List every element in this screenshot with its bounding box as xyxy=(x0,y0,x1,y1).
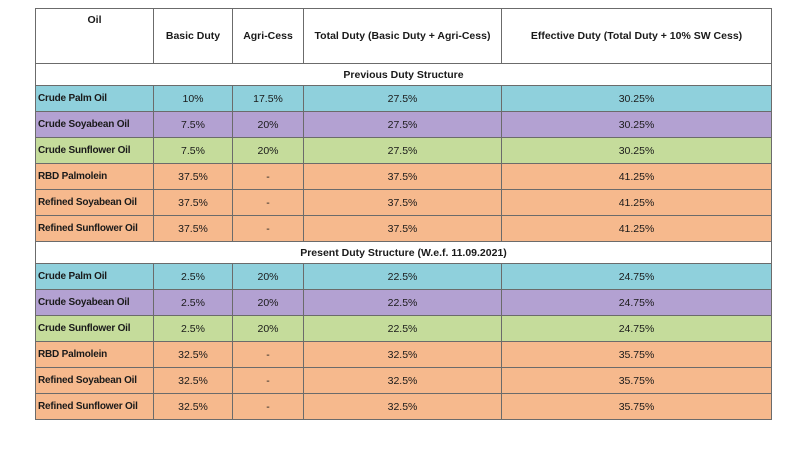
basic-duty-cell: 32.5% xyxy=(153,393,233,420)
effective-duty-cell: 24.75% xyxy=(501,315,772,342)
total-duty-cell: 27.5% xyxy=(303,111,502,138)
agri-cess-cell: 17.5% xyxy=(232,85,304,112)
effective-duty-cell: 24.75% xyxy=(501,289,772,316)
oil-name-cell: Refined Soyabean Oil xyxy=(35,367,154,394)
oil-name-cell: Crude Sunflower Oil xyxy=(35,315,154,342)
agri-cess-cell: 20% xyxy=(232,315,304,342)
basic-duty-cell: 37.5% xyxy=(153,215,233,242)
agri-cess-cell: - xyxy=(232,367,304,394)
oil-name-cell: Crude Palm Oil xyxy=(35,263,154,290)
effective-duty-cell: 35.75% xyxy=(501,367,772,394)
total-duty-cell: 22.5% xyxy=(303,263,502,290)
column-header-agri-cess: Agri-Cess xyxy=(232,8,304,64)
column-header-basic-duty: Basic Duty xyxy=(153,8,233,64)
effective-duty-cell: 35.75% xyxy=(501,393,772,420)
effective-duty-cell: 30.25% xyxy=(501,137,772,164)
section-header-row: Present Duty Structure (W.e.f. 11.09.202… xyxy=(35,241,772,264)
oil-name-cell: RBD Palmolein xyxy=(35,341,154,368)
basic-duty-cell: 37.5% xyxy=(153,189,233,216)
agri-cess-cell: 20% xyxy=(232,263,304,290)
edible-oil-duty-table: Oil Basic Duty Agri-Cess Total Duty (Bas… xyxy=(35,8,772,420)
agri-cess-cell: - xyxy=(232,189,304,216)
table-row: Crude Sunflower Oil 2.5% 20% 22.5% 24.75… xyxy=(35,315,772,342)
effective-duty-cell: 41.25% xyxy=(501,215,772,242)
agri-cess-cell: 20% xyxy=(232,137,304,164)
oil-name-cell: Crude Soyabean Oil xyxy=(35,111,154,138)
total-duty-cell: 27.5% xyxy=(303,137,502,164)
basic-duty-cell: 32.5% xyxy=(153,341,233,368)
effective-duty-cell: 30.25% xyxy=(501,111,772,138)
table-row: Crude Soyabean Oil 7.5% 20% 27.5% 30.25% xyxy=(35,111,772,138)
total-duty-cell: 22.5% xyxy=(303,315,502,342)
effective-duty-cell: 30.25% xyxy=(501,85,772,112)
oil-name-cell: Refined Soyabean Oil xyxy=(35,189,154,216)
basic-duty-cell: 2.5% xyxy=(153,315,233,342)
total-duty-cell: 37.5% xyxy=(303,163,502,190)
basic-duty-cell: 7.5% xyxy=(153,111,233,138)
agri-cess-cell: 20% xyxy=(232,111,304,138)
total-duty-cell: 27.5% xyxy=(303,85,502,112)
oil-name-cell: Refined Sunflower Oil xyxy=(35,393,154,420)
basic-duty-cell: 7.5% xyxy=(153,137,233,164)
oil-name-cell: Refined Sunflower Oil xyxy=(35,215,154,242)
table-header-row: Oil Basic Duty Agri-Cess Total Duty (Bas… xyxy=(35,8,772,64)
oil-name-cell: Crude Soyabean Oil xyxy=(35,289,154,316)
basic-duty-cell: 2.5% xyxy=(153,289,233,316)
effective-duty-cell: 41.25% xyxy=(501,189,772,216)
effective-duty-cell: 41.25% xyxy=(501,163,772,190)
agri-cess-cell: - xyxy=(232,393,304,420)
total-duty-cell: 32.5% xyxy=(303,393,502,420)
agri-cess-cell: - xyxy=(232,341,304,368)
section-title-present: Present Duty Structure (W.e.f. 11.09.202… xyxy=(35,241,772,264)
total-duty-cell: 32.5% xyxy=(303,367,502,394)
effective-duty-cell: 35.75% xyxy=(501,341,772,368)
table-row: Crude Palm Oil 2.5% 20% 22.5% 24.75% xyxy=(35,263,772,290)
total-duty-cell: 22.5% xyxy=(303,289,502,316)
oil-name-cell: RBD Palmolein xyxy=(35,163,154,190)
duty-table-container: Oil Basic Duty Agri-Cess Total Duty (Bas… xyxy=(35,8,772,420)
table-row: Crude Soyabean Oil 2.5% 20% 22.5% 24.75% xyxy=(35,289,772,316)
column-header-oil: Oil xyxy=(35,8,154,64)
total-duty-cell: 32.5% xyxy=(303,341,502,368)
agri-cess-cell: - xyxy=(232,215,304,242)
total-duty-cell: 37.5% xyxy=(303,215,502,242)
table-row: Refined Sunflower Oil 37.5% - 37.5% 41.2… xyxy=(35,215,772,242)
basic-duty-cell: 32.5% xyxy=(153,367,233,394)
table-row: Refined Soyabean Oil 32.5% - 32.5% 35.75… xyxy=(35,367,772,394)
column-header-total-duty: Total Duty (Basic Duty + Agri-Cess) xyxy=(303,8,502,64)
section-header-row: Previous Duty Structure xyxy=(35,63,772,86)
oil-name-cell: Crude Palm Oil xyxy=(35,85,154,112)
column-header-effective-duty: Effective Duty (Total Duty + 10% SW Cess… xyxy=(501,8,772,64)
table-row: RBD Palmolein 37.5% - 37.5% 41.25% xyxy=(35,163,772,190)
effective-duty-cell: 24.75% xyxy=(501,263,772,290)
agri-cess-cell: - xyxy=(232,163,304,190)
basic-duty-cell: 2.5% xyxy=(153,263,233,290)
table-row: Refined Sunflower Oil 32.5% - 32.5% 35.7… xyxy=(35,393,772,420)
oil-name-cell: Crude Sunflower Oil xyxy=(35,137,154,164)
agri-cess-cell: 20% xyxy=(232,289,304,316)
basic-duty-cell: 37.5% xyxy=(153,163,233,190)
basic-duty-cell: 10% xyxy=(153,85,233,112)
table-row: Refined Soyabean Oil 37.5% - 37.5% 41.25… xyxy=(35,189,772,216)
table-row: Crude Palm Oil 10% 17.5% 27.5% 30.25% xyxy=(35,85,772,112)
total-duty-cell: 37.5% xyxy=(303,189,502,216)
section-title-previous: Previous Duty Structure xyxy=(35,63,772,86)
table-row: Crude Sunflower Oil 7.5% 20% 27.5% 30.25… xyxy=(35,137,772,164)
table-row: RBD Palmolein 32.5% - 32.5% 35.75% xyxy=(35,341,772,368)
